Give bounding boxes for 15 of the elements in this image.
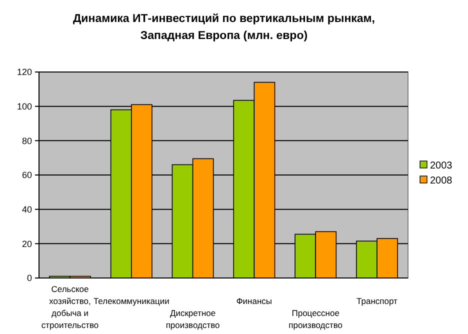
y-tick-label: 80: [22, 136, 32, 146]
x-tick-label: Финансы: [236, 296, 272, 306]
x-tick-label: Телекоммуникации: [93, 296, 170, 306]
y-tick-label: 40: [22, 204, 32, 214]
y-tick-label: 0: [26, 273, 32, 284]
legend-label: 2008: [430, 176, 453, 186]
legend-label: 2003: [430, 160, 453, 172]
y-tick-label: 120: [16, 67, 32, 78]
y-tick-label: 100: [16, 101, 32, 112]
x-tick-label: Транспорт: [356, 296, 398, 306]
y-tick-label: 20: [22, 238, 32, 249]
y-tick-label: 60: [22, 170, 32, 180]
x-tick-label: Дискретное производство: [166, 308, 220, 330]
chart-title: Динамика ИТ-инвестиций по вертикальным рынкам, Западная Европа (млн. евро): [72, 13, 376, 42]
x-tick-label: Процессное производство: [288, 308, 343, 330]
